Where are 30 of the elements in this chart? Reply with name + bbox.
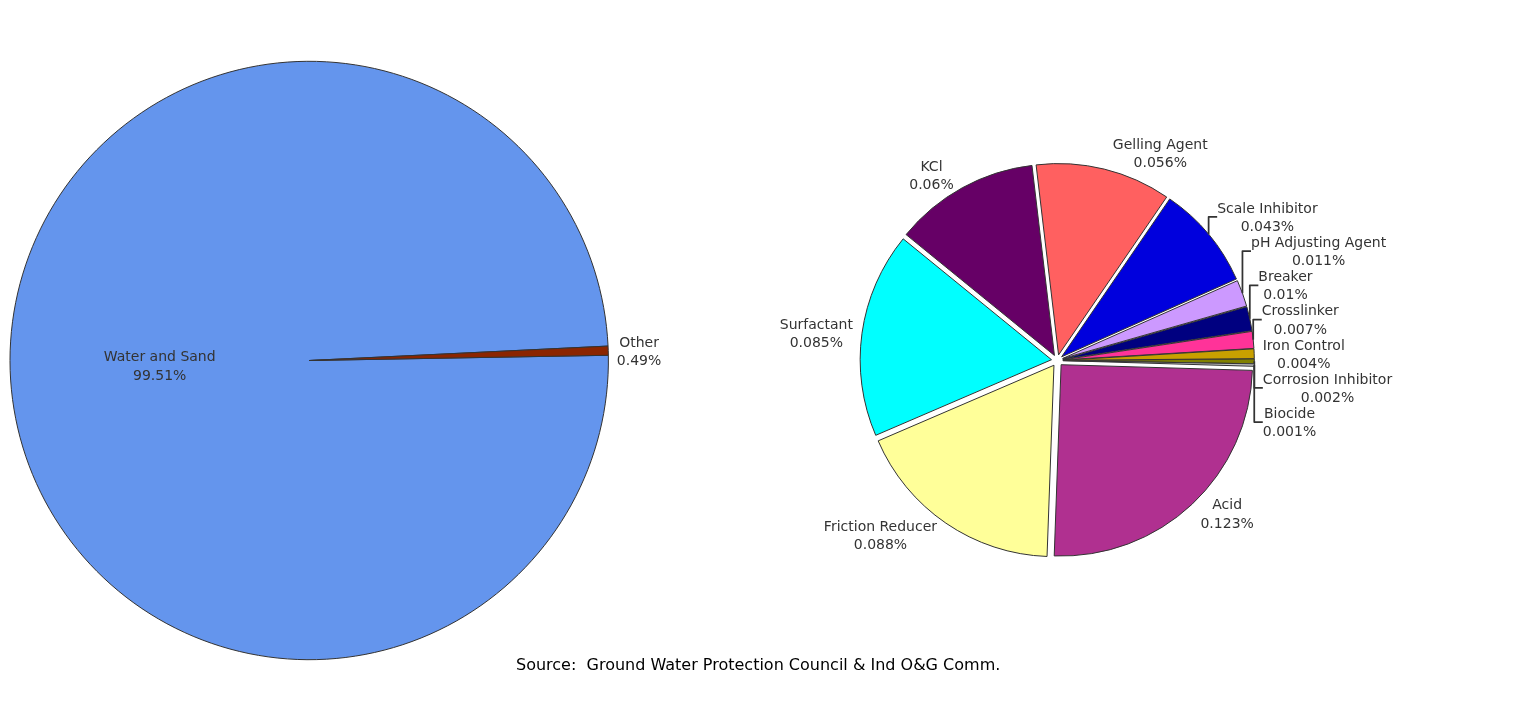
slice-label: Crosslinker xyxy=(1261,302,1340,319)
slice-label: Acid xyxy=(1212,496,1243,513)
slice-label: Iron Control xyxy=(1262,336,1345,353)
slice-label: Corrosion Inhibitor xyxy=(1262,370,1393,387)
slice-label: Friction Reducer xyxy=(823,517,938,534)
slice-label: Surfactant xyxy=(779,315,854,332)
data-label: 0.001% xyxy=(1262,423,1317,440)
data-label: 0.043% xyxy=(1240,218,1295,235)
pie-slice xyxy=(9,60,609,660)
data-label: 0.01% xyxy=(1263,286,1308,303)
data-label: 0.002% xyxy=(1300,389,1355,406)
source-note: Source: Ground Water Protection Council & Ind O&G Comm. xyxy=(516,655,1001,674)
data-label: 0.123% xyxy=(1200,514,1254,531)
slice-label: pH Adjusting Agent xyxy=(1251,234,1387,251)
slice-label: Biocide xyxy=(1263,405,1316,422)
slice-label: Water and Sand xyxy=(103,348,216,365)
slice-label: KCl xyxy=(920,157,943,174)
data-label: 0.056% xyxy=(1133,154,1187,171)
data-label: 0.004% xyxy=(1277,354,1331,371)
data-label: 0.011% xyxy=(1291,252,1346,269)
data-label: 0.088% xyxy=(853,535,908,552)
slice-label: Gelling Agent xyxy=(1112,135,1209,152)
data-label: 0.085% xyxy=(789,334,844,351)
slice-label: Scale Inhibitor xyxy=(1217,199,1318,216)
slice-label: Breaker xyxy=(1258,268,1313,285)
data-label: 0.49% xyxy=(616,351,662,368)
data-label: 99.51% xyxy=(132,366,187,383)
data-label: 0.06% xyxy=(909,175,954,192)
slice-label: Other xyxy=(619,333,660,350)
data-label: 0.007% xyxy=(1273,320,1327,337)
